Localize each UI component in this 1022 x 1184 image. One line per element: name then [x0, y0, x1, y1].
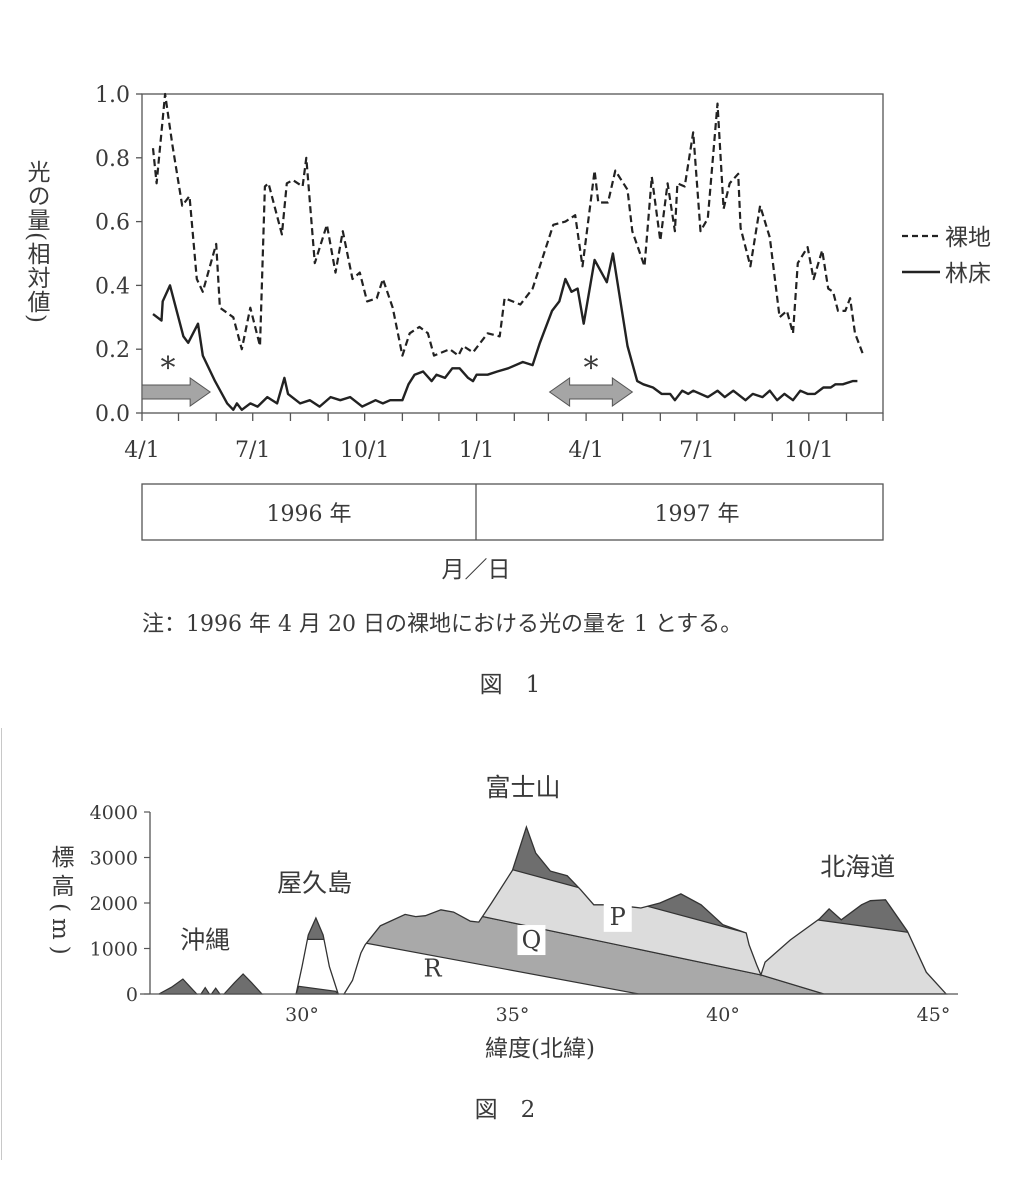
year-1996: 1996 年	[267, 502, 352, 527]
y-tick-label: 0.0	[95, 402, 130, 427]
x-tick-label: 4/1	[124, 438, 159, 463]
x-tick-label: 35°	[496, 1004, 530, 1026]
y-tick-label: 3000	[90, 848, 138, 870]
x-axis: 4/1 7/1 10/1 1/1 4/1 7/1 10/1	[124, 413, 884, 463]
legend-label-bare: 裸地	[945, 225, 991, 251]
scan-edge-line	[1, 728, 2, 1160]
series-group	[151, 92, 865, 411]
figure-2-caption: 図 2	[475, 1097, 536, 1123]
asterisk-marker: *	[583, 351, 598, 386]
y-axis: 0.0 0.2 0.4 0.6 0.8 1.0	[95, 83, 142, 427]
okinawa-hill	[158, 978, 199, 995]
plot-frame	[141, 93, 884, 414]
place-label: 富士山	[486, 773, 561, 802]
x-axis-label: 緯度(北緯)	[485, 1036, 595, 1062]
y-tick-label: 0.8	[95, 147, 130, 172]
y-tick-label: 0.2	[95, 338, 130, 363]
x-tick-label: 10/1	[784, 438, 833, 463]
okinawa-hill	[222, 973, 264, 995]
y-axis: 0 1000 2000 3000 4000	[90, 802, 150, 1006]
x-tick-label: 10/1	[340, 438, 389, 463]
year-1997: 1997 年	[655, 502, 740, 527]
yakushima-base	[296, 918, 339, 994]
y-axis-label: 標高(m)	[47, 845, 75, 961]
zone-label-p: P	[610, 903, 626, 931]
legend: 裸地 林床	[902, 225, 991, 287]
terrain-group	[158, 824, 948, 995]
y-tick-label: 2000	[90, 893, 138, 915]
period-arrow-right	[141, 377, 212, 407]
x-axis-label: 月／日	[442, 557, 511, 583]
y-tick-label: 0.4	[95, 274, 130, 299]
asterisk-marker: *	[161, 351, 176, 386]
y-tick-label: 0	[126, 984, 138, 1006]
okinawa-hill	[210, 987, 222, 995]
zone-label-q: Q	[522, 926, 542, 954]
y-tick-label: 1.0	[95, 83, 130, 108]
okinawa-hill	[199, 986, 211, 995]
figure-note: 注：1996 年 4 月 20 日の裸地における光の量を 1 とする。	[142, 612, 742, 637]
annotations: * *	[141, 351, 634, 407]
period-arrow-double	[548, 377, 634, 407]
series-line-bare-ground	[151, 92, 865, 357]
figure-1-light-chart: 0.0 0.2 0.4 0.6 0.8 1.0 4/1 7/1 10/1 1/1 4/1 7/1 10…	[23, 83, 991, 698]
figure-1-caption: 図 1	[480, 672, 541, 698]
place-label: 屋久島	[277, 869, 352, 898]
place-label: 北海道	[820, 853, 895, 882]
y-axis-label: 光の量(相対値)	[23, 160, 51, 324]
x-axis: 30° 35° 40° 45°	[285, 1004, 950, 1026]
series-line-forest-floor	[152, 252, 858, 411]
x-tick-label: 30°	[285, 1004, 319, 1026]
zone-label-box	[603, 901, 632, 932]
x-tick-label: 1/1	[459, 438, 494, 463]
yakushima-outline	[295, 916, 340, 995]
place-label: 沖縄	[180, 926, 230, 955]
y-tick-label: 4000	[90, 802, 138, 824]
legend-label-forest-floor: 林床	[945, 261, 991, 287]
x-tick-label: 7/1	[679, 438, 714, 463]
zone-label-box	[517, 925, 546, 956]
x-tick-label: 7/1	[235, 438, 270, 463]
x-tick-label: 40°	[706, 1004, 740, 1026]
y-tick-label: 1000	[90, 939, 138, 961]
x-tick-label: 45°	[917, 1004, 951, 1026]
zone-label-r: R	[423, 955, 442, 983]
x-tick-label: 4/1	[568, 438, 603, 463]
y-tick-label: 0.6	[95, 211, 130, 236]
year-box	[141, 483, 884, 541]
